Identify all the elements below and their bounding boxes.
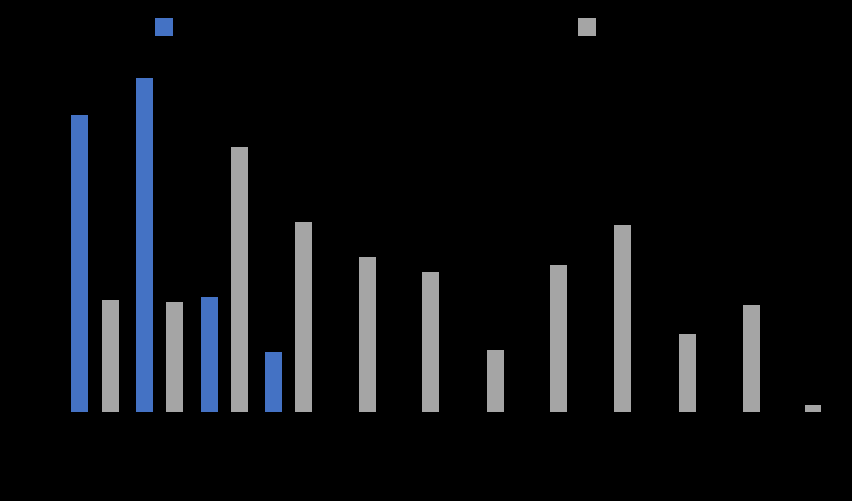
chart-bar xyxy=(487,350,504,412)
x-axis-tick-label: 3 xyxy=(141,418,148,429)
x-axis-tick-labels: 1 2 3 4 5 6 7 8 9 10 11 12 13 14 15 16 xyxy=(0,418,852,458)
x-axis-tick-label: 5 xyxy=(206,418,213,429)
x-axis-tick-label: 10 xyxy=(424,418,437,429)
x-axis-tick-label: 6 xyxy=(236,418,243,429)
chart-bar xyxy=(295,222,312,412)
chart-bar xyxy=(265,352,282,412)
x-axis-tick-label: 16 xyxy=(807,418,819,429)
legend-entry[interactable]: Series 2 xyxy=(578,18,646,36)
x-axis-tick-label: 9 xyxy=(364,418,371,429)
chart-bar xyxy=(614,225,631,412)
x-axis-tick-label: 2 xyxy=(107,418,114,429)
legend-swatch-icon xyxy=(155,18,173,36)
legend-swatch-icon xyxy=(578,18,596,36)
chart-bar xyxy=(679,334,696,412)
x-axis-tick-label: 14 xyxy=(681,418,694,429)
chart-bar xyxy=(359,257,376,412)
legend-entry[interactable]: Series 1 xyxy=(155,18,223,36)
chart-legend: Series 1 Series 2 xyxy=(0,0,852,50)
x-axis-tick-label: 1 xyxy=(76,418,83,429)
x-axis-tick-label: 4 xyxy=(171,418,178,429)
chart-bar xyxy=(231,147,248,412)
chart-bar xyxy=(805,405,821,412)
chart-bar xyxy=(71,115,88,412)
x-axis-tick-label: 8 xyxy=(300,418,307,429)
legend-label: Series 1 xyxy=(179,20,224,34)
x-axis-tick-label: 7 xyxy=(270,418,277,429)
chart-bar xyxy=(136,78,153,412)
chart-bar xyxy=(550,265,567,412)
x-axis-tick-label: 15 xyxy=(745,418,758,429)
x-axis-tick-label: 11 xyxy=(490,418,501,429)
x-axis-tick-label: 12 xyxy=(552,418,565,429)
chart-bar xyxy=(422,272,439,412)
chart-bar xyxy=(166,302,183,412)
chart-bar xyxy=(201,297,218,412)
x-axis-tick-label: 13 xyxy=(616,418,629,429)
legend-label: Series 2 xyxy=(602,20,647,34)
chart-bar xyxy=(743,305,760,412)
chart-bar xyxy=(102,300,119,412)
